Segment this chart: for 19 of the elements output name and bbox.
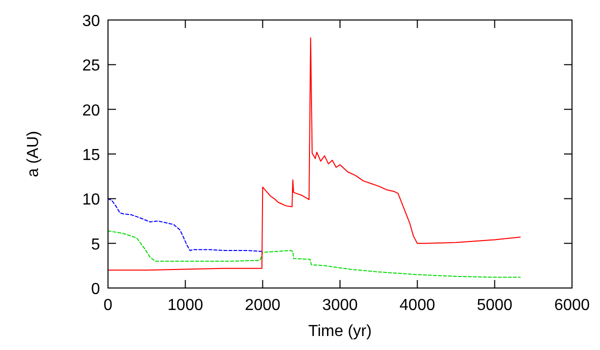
y-axis-title: a (AU) — [25, 130, 42, 178]
x-tick-label: 0 — [104, 297, 113, 314]
x-tick-label: 4000 — [400, 297, 436, 314]
y-tick-label: 10 — [82, 192, 100, 209]
y-tick-label: 5 — [91, 236, 100, 254]
x-tick-label: 2000 — [244, 297, 281, 314]
x-tick-label: 6000 — [554, 297, 590, 314]
y-tick-label: 20 — [82, 102, 100, 120]
y-tick-label: 15 — [82, 147, 100, 164]
y-tick-label: 0 — [91, 281, 100, 298]
line-series — [108, 230, 521, 278]
line-series — [108, 198, 262, 252]
x-axis-title: Time (yr) — [308, 323, 372, 340]
line-series — [108, 37, 521, 271]
x-tick-label: 5000 — [476, 297, 513, 314]
x-tick-label: 3000 — [322, 297, 358, 314]
y-tick-label: 25 — [82, 58, 100, 75]
y-tick-label: 30 — [82, 13, 100, 30]
x-tick-label: 1000 — [168, 297, 204, 314]
